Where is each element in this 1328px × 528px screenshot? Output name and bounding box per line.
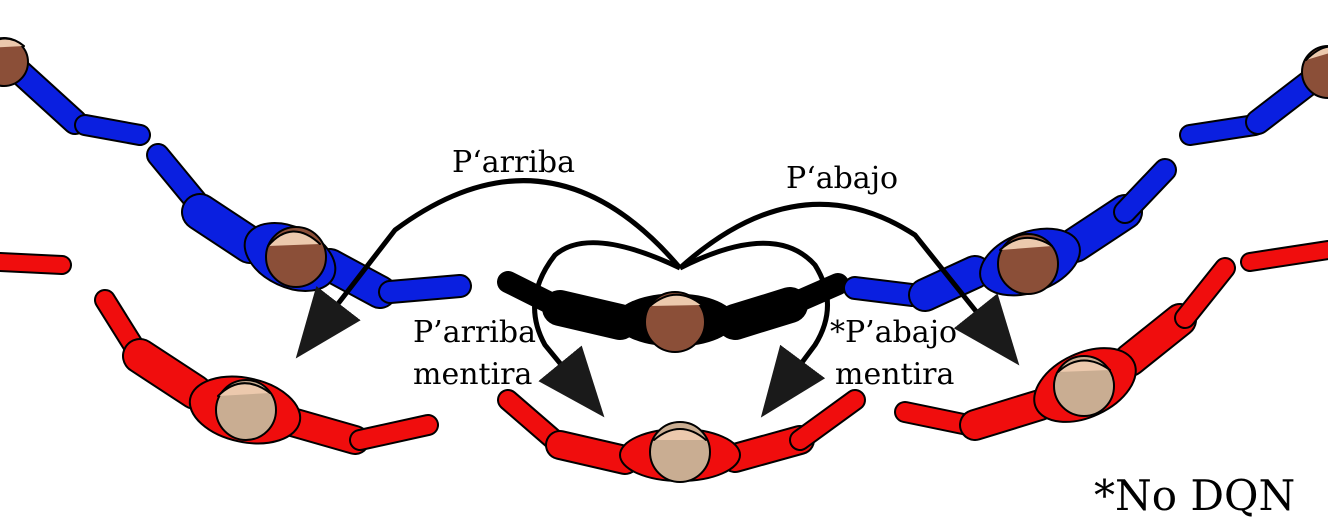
footnote-no-dqn: *No DQN	[1094, 471, 1295, 520]
red-fragment-right	[1240, 240, 1328, 272]
red-flyer-center	[497, 389, 866, 483]
red-fragment-left	[0, 252, 72, 275]
red-flyer-lower-right	[894, 257, 1236, 441]
arrow-arriba	[295, 178, 682, 359]
arrow-arriba-mentira	[532, 240, 682, 418]
label-arriba: P‘arriba	[452, 145, 575, 180]
blue-flyer-right	[843, 158, 1177, 312]
label-arriba-mentira-1: P’arriba	[413, 315, 536, 350]
blue-flyer-top-right	[1179, 45, 1328, 146]
arrows	[295, 178, 1020, 418]
blue-flyer-top-left	[0, 37, 151, 146]
blue-flyer-left	[146, 143, 472, 309]
black-flyer-center	[497, 271, 849, 353]
red-flyer-lower-left	[94, 289, 439, 455]
label-abajo: P‘abajo	[786, 161, 898, 196]
arrow-abajo-mentira	[678, 240, 830, 418]
arrow-abajo	[678, 201, 1020, 366]
label-arriba-mentira-2: mentira	[413, 357, 533, 392]
label-abajo-mentira-2: mentira	[835, 357, 955, 392]
label-abajo-mentira-1: *P’abajo	[830, 315, 957, 350]
